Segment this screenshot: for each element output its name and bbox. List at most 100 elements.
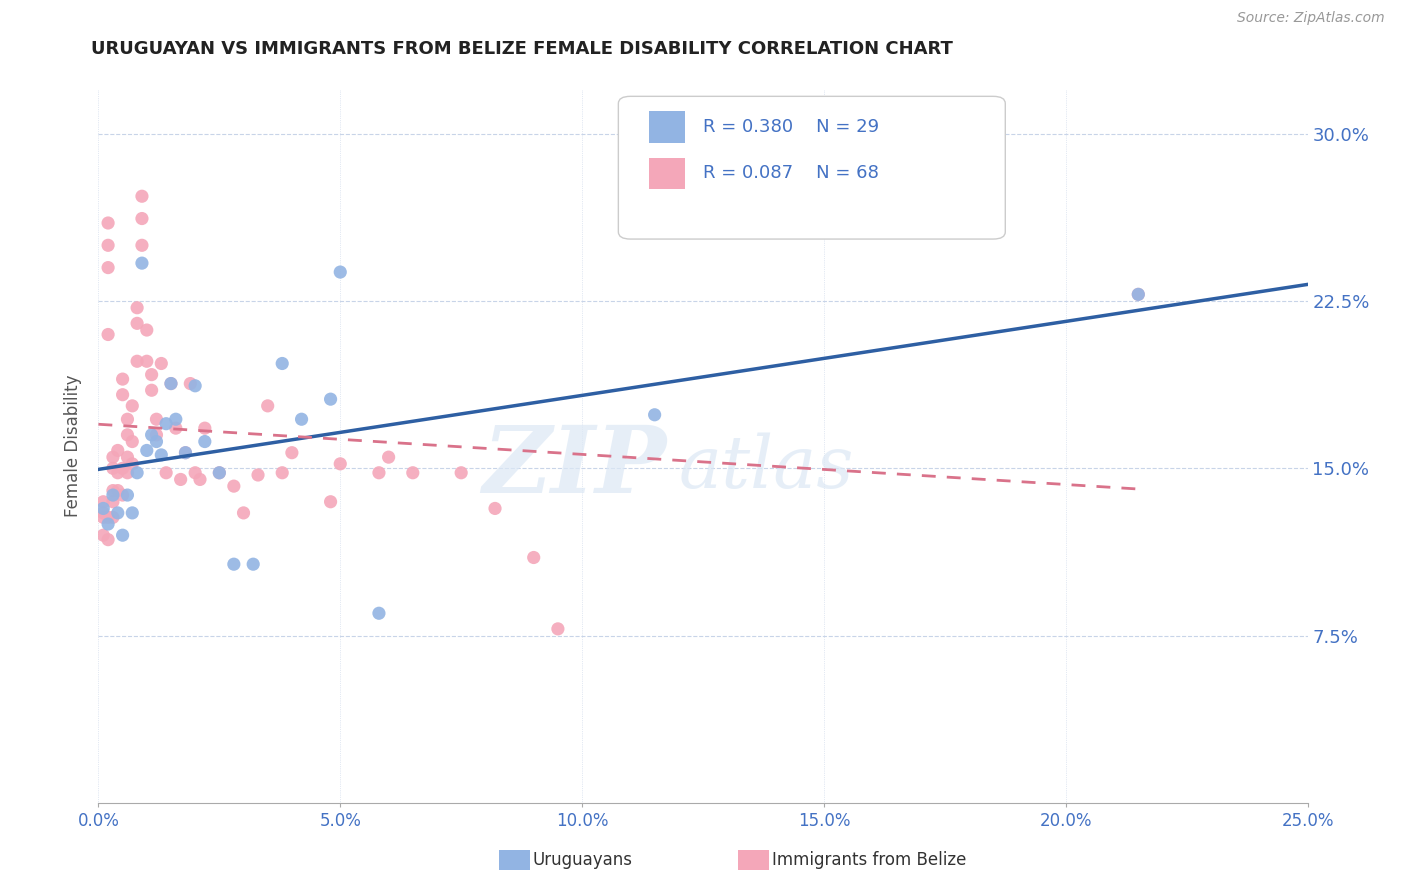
Point bbox=[91, 528, 114, 542]
Point bbox=[145, 412, 167, 426]
Point bbox=[97, 238, 120, 252]
Point bbox=[1128, 287, 1150, 301]
Point bbox=[402, 466, 425, 480]
Text: atlas: atlas bbox=[679, 432, 855, 503]
Point bbox=[121, 434, 143, 449]
Point bbox=[127, 466, 149, 480]
Point bbox=[101, 483, 124, 498]
Y-axis label: Female Disability: Female Disability bbox=[65, 375, 83, 517]
Point bbox=[184, 378, 207, 392]
Point bbox=[222, 479, 245, 493]
Point bbox=[165, 421, 187, 435]
Point bbox=[107, 443, 129, 458]
Point bbox=[135, 323, 157, 337]
Point bbox=[271, 356, 294, 370]
Text: ZIP: ZIP bbox=[482, 423, 666, 512]
Point bbox=[97, 510, 120, 524]
Point bbox=[256, 399, 278, 413]
Point bbox=[101, 461, 124, 475]
Point bbox=[242, 557, 264, 572]
Point bbox=[184, 466, 207, 480]
Point bbox=[101, 450, 124, 464]
Text: Uruguayans: Uruguayans bbox=[533, 851, 633, 869]
Point bbox=[194, 421, 217, 435]
Point bbox=[131, 238, 153, 252]
Point bbox=[91, 494, 114, 508]
Point bbox=[127, 316, 149, 330]
Point bbox=[101, 488, 124, 502]
Point bbox=[523, 550, 546, 565]
Point bbox=[91, 506, 114, 520]
Point bbox=[97, 516, 120, 531]
FancyBboxPatch shape bbox=[619, 96, 1005, 239]
Point bbox=[97, 327, 120, 342]
Point bbox=[329, 265, 352, 279]
Bar bbox=[648, 112, 685, 143]
Point bbox=[188, 473, 211, 487]
Point bbox=[97, 260, 120, 275]
Point bbox=[101, 510, 124, 524]
Point bbox=[145, 427, 167, 442]
Point bbox=[290, 412, 312, 426]
Point bbox=[377, 450, 399, 464]
Point bbox=[174, 445, 197, 460]
Point bbox=[222, 557, 245, 572]
Point bbox=[271, 466, 294, 480]
Point bbox=[127, 301, 149, 315]
Point bbox=[179, 376, 201, 391]
Point bbox=[155, 417, 177, 431]
Text: R = 0.087    N = 68: R = 0.087 N = 68 bbox=[703, 164, 879, 182]
Point bbox=[644, 408, 666, 422]
Point bbox=[107, 466, 129, 480]
Point bbox=[1128, 287, 1150, 301]
Point bbox=[145, 434, 167, 449]
Text: R = 0.380    N = 29: R = 0.380 N = 29 bbox=[703, 118, 879, 136]
Point bbox=[117, 488, 139, 502]
Text: Source: ZipAtlas.com: Source: ZipAtlas.com bbox=[1237, 12, 1385, 25]
Point bbox=[319, 494, 342, 508]
Point bbox=[150, 356, 173, 370]
Point bbox=[121, 457, 143, 471]
Point bbox=[91, 501, 114, 516]
Point bbox=[111, 372, 134, 386]
Point bbox=[160, 376, 183, 391]
Point bbox=[101, 494, 124, 508]
Point bbox=[329, 457, 352, 471]
Point bbox=[155, 466, 177, 480]
Point bbox=[169, 473, 191, 487]
Point bbox=[91, 510, 114, 524]
Point bbox=[131, 256, 153, 270]
Point bbox=[208, 466, 231, 480]
Point bbox=[174, 445, 197, 460]
Point bbox=[111, 488, 134, 502]
Point bbox=[97, 216, 120, 230]
Point bbox=[135, 354, 157, 368]
Point bbox=[141, 384, 163, 398]
Point bbox=[484, 501, 506, 516]
Point bbox=[194, 434, 217, 449]
Point bbox=[117, 466, 139, 480]
Point bbox=[111, 528, 134, 542]
Point bbox=[208, 466, 231, 480]
Point bbox=[150, 448, 173, 462]
Point bbox=[141, 427, 163, 442]
Point bbox=[111, 387, 134, 401]
Point bbox=[232, 506, 254, 520]
Point bbox=[107, 506, 129, 520]
Point bbox=[117, 450, 139, 464]
Point bbox=[121, 506, 143, 520]
Point bbox=[121, 399, 143, 413]
Text: URUGUAYAN VS IMMIGRANTS FROM BELIZE FEMALE DISABILITY CORRELATION CHART: URUGUAYAN VS IMMIGRANTS FROM BELIZE FEMA… bbox=[91, 40, 953, 58]
Point bbox=[141, 368, 163, 382]
Point bbox=[368, 607, 391, 621]
Point bbox=[111, 461, 134, 475]
Point bbox=[450, 466, 472, 480]
Point bbox=[131, 211, 153, 226]
Text: Immigrants from Belize: Immigrants from Belize bbox=[772, 851, 966, 869]
Point bbox=[368, 466, 391, 480]
Point bbox=[107, 483, 129, 498]
Point bbox=[135, 443, 157, 458]
Point bbox=[131, 189, 153, 203]
Point bbox=[547, 622, 569, 636]
Point bbox=[281, 445, 304, 460]
